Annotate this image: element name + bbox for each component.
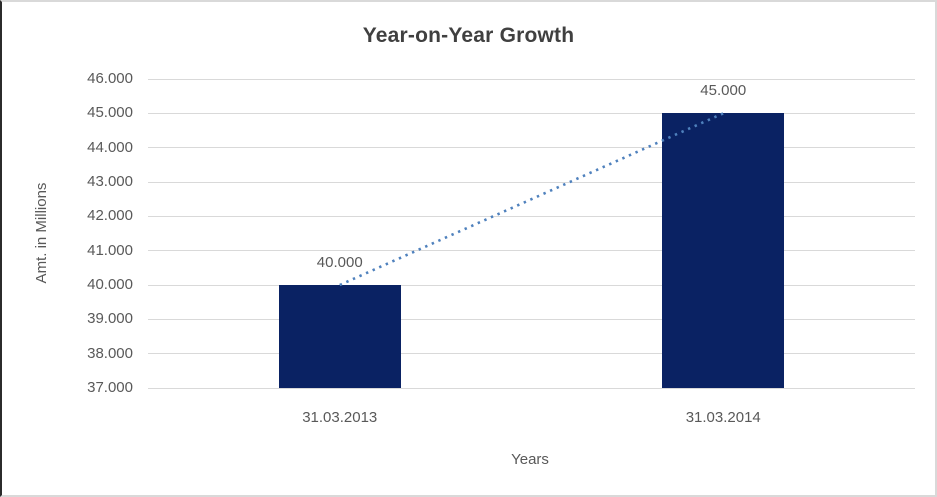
y-tick-label: 37.000	[87, 379, 133, 396]
gridline	[148, 250, 915, 252]
y-tick-label: 42.000	[87, 207, 133, 225]
y-tick-label: 46.000	[87, 70, 133, 87]
bar-31.03.2014	[662, 113, 785, 388]
gridline	[148, 112, 915, 114]
gridline	[148, 318, 915, 320]
x-axis-title: Years	[511, 451, 549, 468]
gridline	[148, 353, 915, 355]
y-tick-label: 43.000	[87, 173, 133, 190]
gridline	[148, 147, 915, 149]
bar-value-label: 45.000	[700, 82, 747, 100]
y-tick-label: 44.000	[87, 138, 133, 156]
y-tick-label: 45.000	[87, 104, 133, 122]
bar-value-label: 40.000	[316, 254, 363, 271]
y-tick-label: 39.000	[87, 310, 133, 328]
gridline	[148, 284, 915, 286]
gridline	[148, 387, 915, 389]
y-tick-label: 41.000	[87, 241, 133, 259]
chart-title: Year-on-Year Growth	[362, 24, 575, 47]
x-tick-label: 31.03.2014	[685, 409, 761, 426]
y-tick-label: 40.000	[87, 276, 133, 293]
x-tick-label: 31.03.2013	[302, 409, 378, 426]
bar-31.03.2013	[278, 285, 401, 388]
gridline	[148, 181, 915, 183]
gridline	[148, 78, 915, 80]
y-tick-label: 38.000	[87, 344, 133, 362]
gridline	[148, 215, 915, 217]
